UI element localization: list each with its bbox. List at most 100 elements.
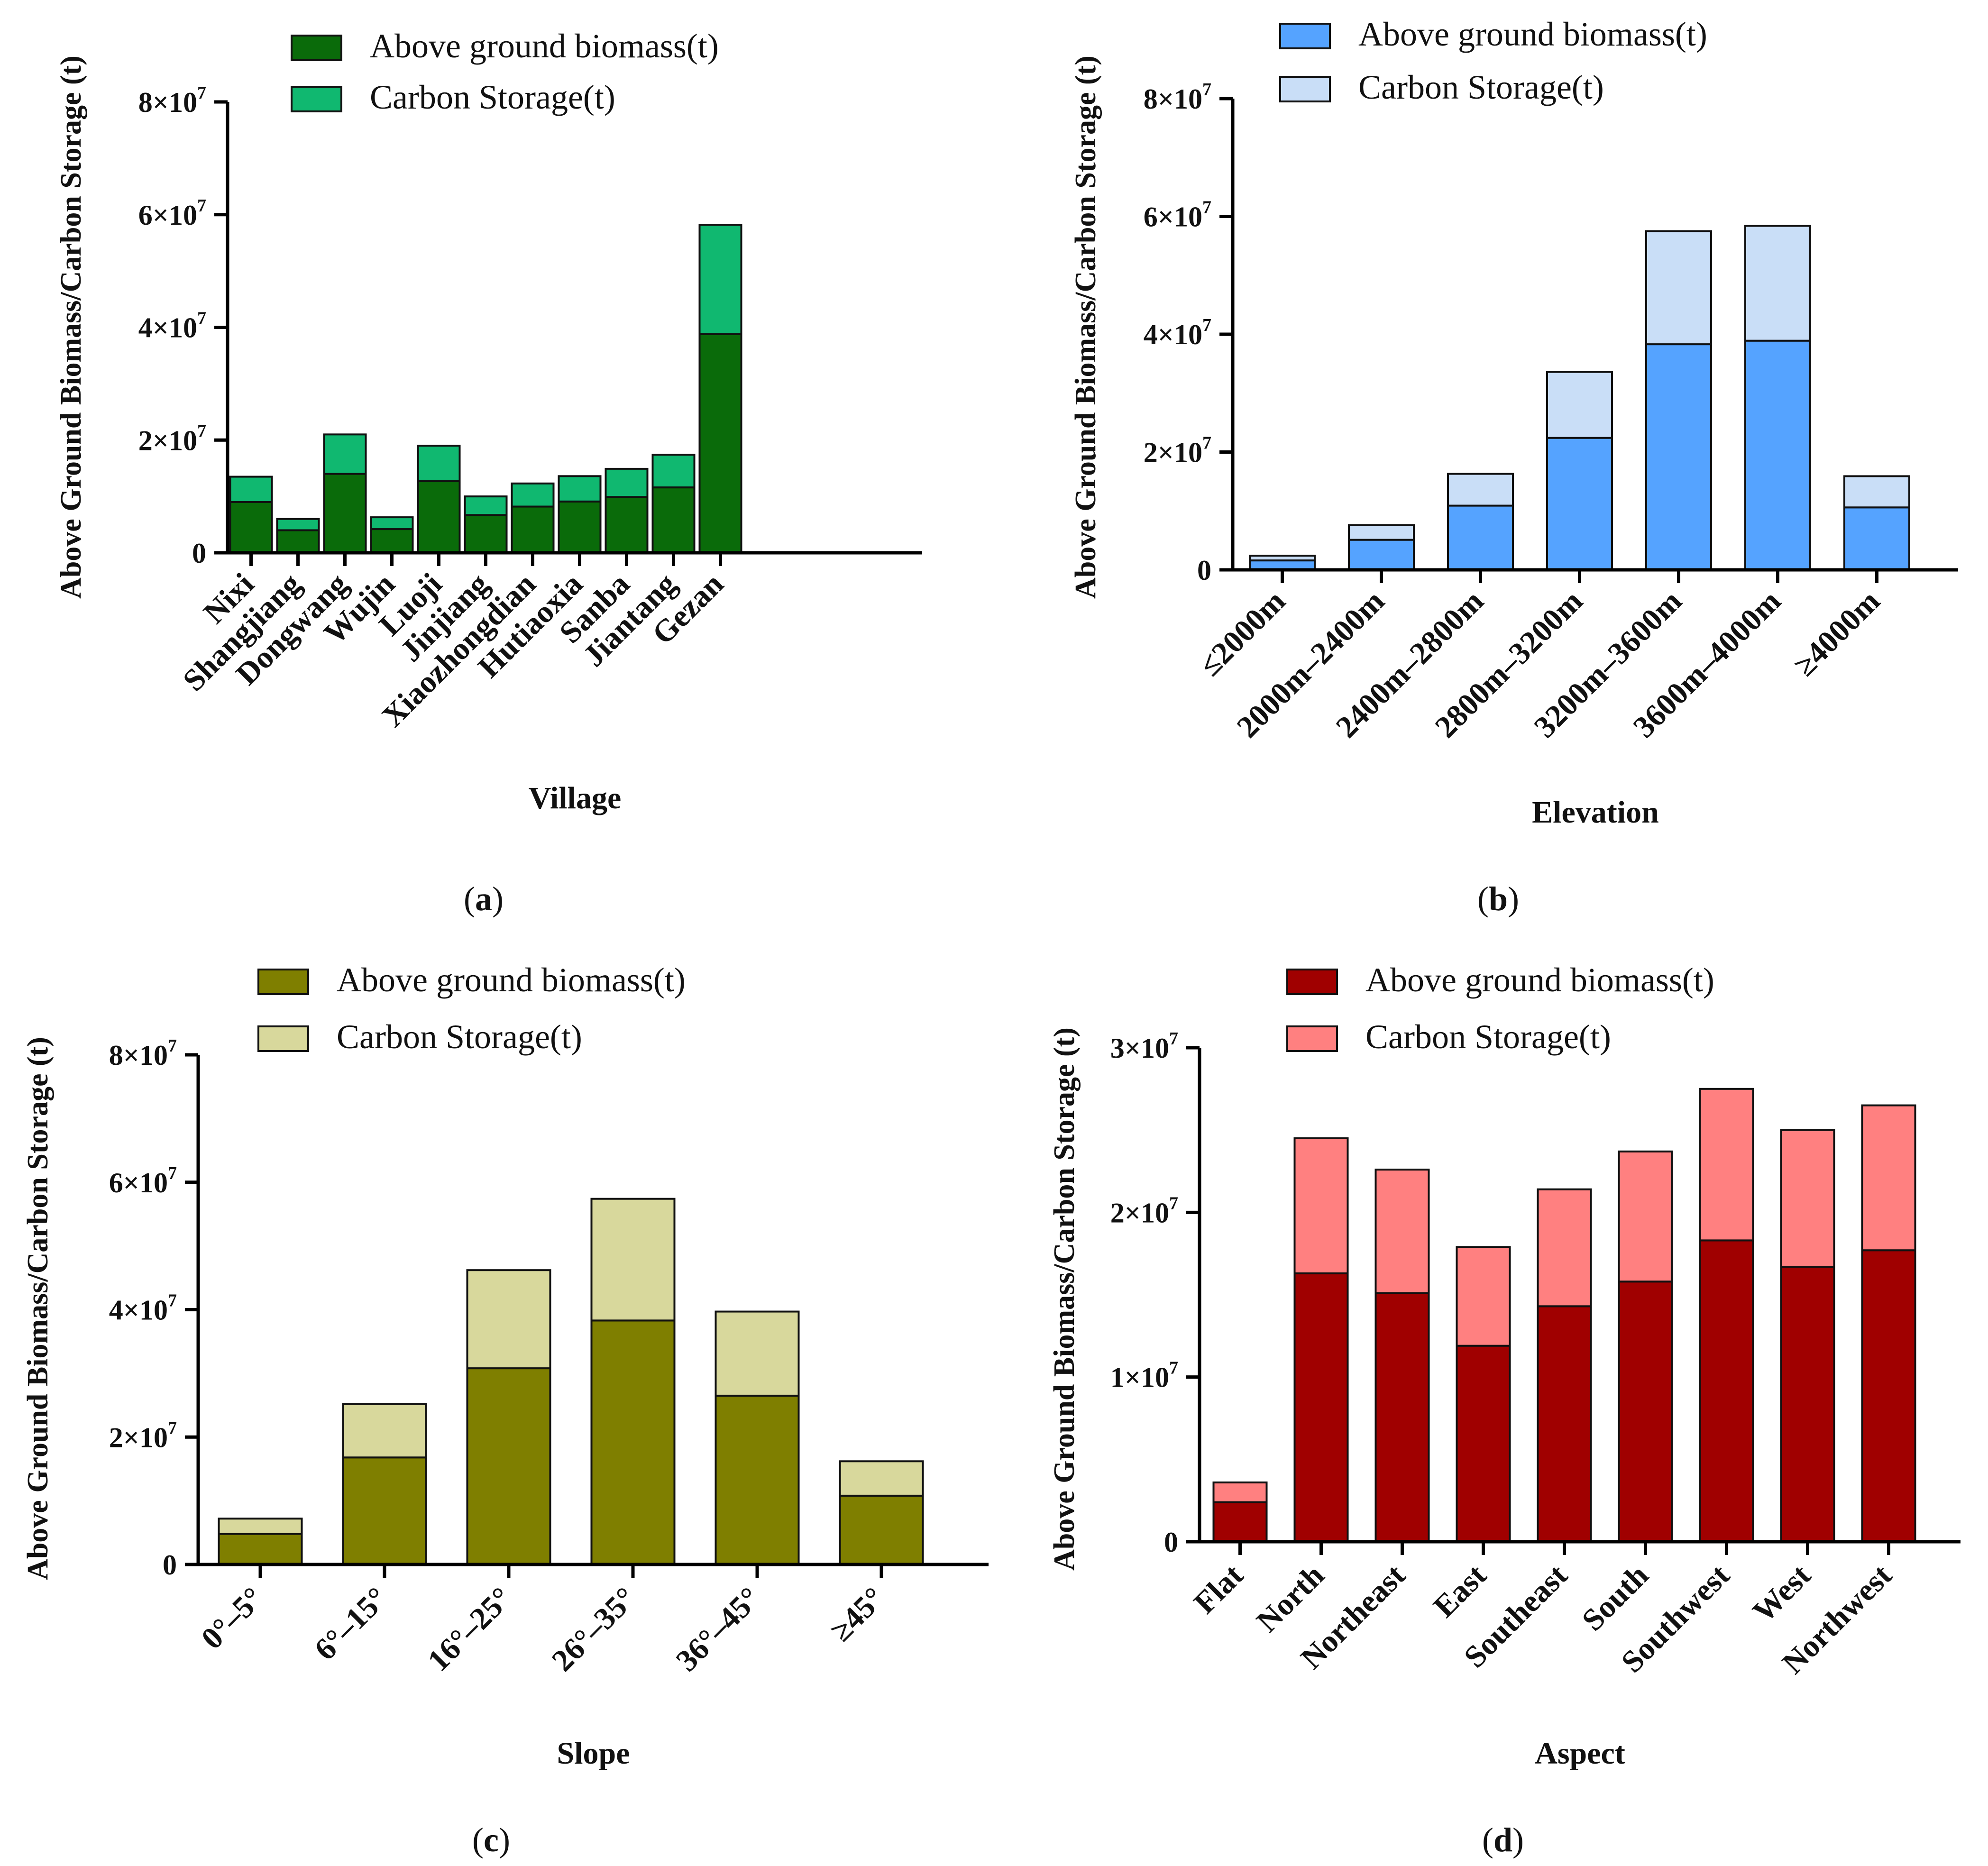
y-tick-label: 6×107 <box>109 1163 177 1198</box>
panel-label: (d) <box>1482 1821 1524 1859</box>
panel-label-close: ) <box>499 1821 510 1859</box>
bar-segment <box>1249 555 1316 562</box>
panel-label: (b) <box>1477 880 1519 918</box>
y-tick-label: 8×107 <box>109 1036 177 1071</box>
x-tick-label: 16°–25° <box>421 1581 519 1678</box>
bar-segment <box>651 454 696 489</box>
bar-segment <box>1537 1188 1592 1308</box>
y-tick-label: 6×107 <box>1144 198 1211 233</box>
bar-segment <box>715 1394 800 1565</box>
legend-label: Carbon Storage(t) <box>337 1018 582 1056</box>
y-tick-label: 2×107 <box>138 421 206 456</box>
bar-segment <box>276 518 320 531</box>
bar-segment <box>466 1367 551 1565</box>
panel-label-letter: b <box>1489 880 1508 918</box>
legend-label: Above ground biomass(t) <box>337 961 686 999</box>
panel-label-letter: d <box>1493 1821 1512 1859</box>
legend-label: Above ground biomass(t) <box>370 27 719 65</box>
legend-swatch <box>1279 76 1331 102</box>
legend-label: Carbon Storage(t) <box>370 78 615 116</box>
bar-segment <box>1212 1501 1268 1543</box>
legend-swatch <box>1279 23 1331 49</box>
y-tick-label: 2×107 <box>1110 1193 1178 1228</box>
y-tick-label: 8×107 <box>138 83 206 118</box>
bar-segment <box>511 505 555 554</box>
bar-segment <box>698 224 742 335</box>
x-tick-label: 0°–5° <box>195 1581 270 1656</box>
x-axis-title: Aspect <box>1535 1736 1625 1771</box>
bar-segment <box>370 516 414 531</box>
bar-segment <box>1348 539 1415 571</box>
bar-segment <box>1456 1246 1511 1347</box>
y-tick-label: 2×107 <box>109 1418 177 1453</box>
y-tick-label: 4×107 <box>1144 315 1211 350</box>
bar-segment <box>1212 1481 1268 1503</box>
x-tick-label: West <box>1746 1558 1817 1629</box>
y-tick-label: 0 <box>163 1549 177 1581</box>
x-tick-label: Flat <box>1187 1558 1250 1620</box>
bar-segment <box>1456 1345 1511 1543</box>
x-tick-label: 36°–45° <box>669 1581 767 1678</box>
bar-segment <box>590 1319 676 1565</box>
chart-panel: Above ground biomass(t) Carbon Storage(t)… <box>1048 961 1961 1859</box>
legend-swatch <box>1286 969 1338 995</box>
legend-label: Carbon Storage(t) <box>1365 1018 1611 1056</box>
bar-segment <box>1447 473 1514 507</box>
bar-segment <box>1744 339 1811 571</box>
bar-segment <box>590 1198 676 1322</box>
panel-label-open: ( <box>472 1821 484 1859</box>
bar-segment <box>1843 475 1910 509</box>
bar-segment <box>218 1533 303 1565</box>
panel-label-letter: c <box>484 1821 499 1859</box>
bar-segment <box>323 473 367 554</box>
bar-segment <box>715 1310 800 1397</box>
bar-segment <box>1699 1239 1754 1543</box>
y-tick-label: 2×107 <box>1144 433 1211 468</box>
x-tick-label: 26°–35° <box>545 1581 643 1678</box>
chart-panel: Above ground biomass(t) Carbon Storage(t)… <box>22 961 989 1859</box>
y-tick-label: 4×107 <box>109 1291 177 1326</box>
y-axis-title: Above Ground Biomass/Carbon Storage (t) <box>1048 1027 1081 1571</box>
panel-label-letter: a <box>475 880 492 918</box>
chart-panel: Above ground biomass(t) Carbon Storage(t)… <box>55 27 922 918</box>
legend-swatch <box>291 86 342 112</box>
bar-segment <box>229 501 273 554</box>
x-tick-label: ≥45° <box>824 1581 891 1648</box>
x-tick-label: 6°–15° <box>308 1581 394 1667</box>
bar-segment <box>839 1494 924 1565</box>
bar-segment <box>229 476 273 503</box>
bar-segment <box>417 480 461 554</box>
bar-segment <box>558 475 602 503</box>
bar-segment <box>1780 1129 1835 1268</box>
bar-segment <box>605 496 649 554</box>
y-axis-title: Above Ground Biomass/Carbon Storage (t) <box>1070 55 1102 599</box>
bar-segment <box>1843 506 1910 571</box>
y-tick-label: 0 <box>192 538 206 569</box>
legend-swatch <box>257 969 309 995</box>
legend-swatch <box>291 35 342 61</box>
bar-segment <box>1374 1169 1430 1294</box>
bar-segment <box>1618 1281 1673 1543</box>
bar-segment <box>1537 1305 1592 1543</box>
panel-label-open: ( <box>1482 1821 1493 1859</box>
y-tick-label: 4×107 <box>138 309 206 344</box>
x-axis-title: Elevation <box>1532 795 1659 830</box>
bar-segment <box>1546 371 1613 439</box>
bar-segment <box>464 495 508 516</box>
panel-label: (c) <box>472 1821 510 1859</box>
bar-segment <box>1645 343 1712 571</box>
bar-segment <box>1293 1272 1349 1543</box>
y-tick-label: 3×107 <box>1110 1029 1178 1064</box>
y-tick-label: 1×107 <box>1110 1358 1178 1393</box>
bar-segment <box>1447 504 1514 571</box>
y-tick-label: 0 <box>1164 1527 1178 1558</box>
y-tick-label: 8×107 <box>1144 80 1211 115</box>
panel-label-open: ( <box>1477 880 1489 918</box>
bar-segment <box>511 482 555 508</box>
bar-segment <box>1293 1137 1349 1274</box>
bar-segment <box>417 445 461 483</box>
y-tick-label: 6×107 <box>138 196 206 231</box>
panel-label: (a) <box>464 880 504 918</box>
bar-segment <box>1645 230 1712 346</box>
bar-segment <box>651 486 696 554</box>
